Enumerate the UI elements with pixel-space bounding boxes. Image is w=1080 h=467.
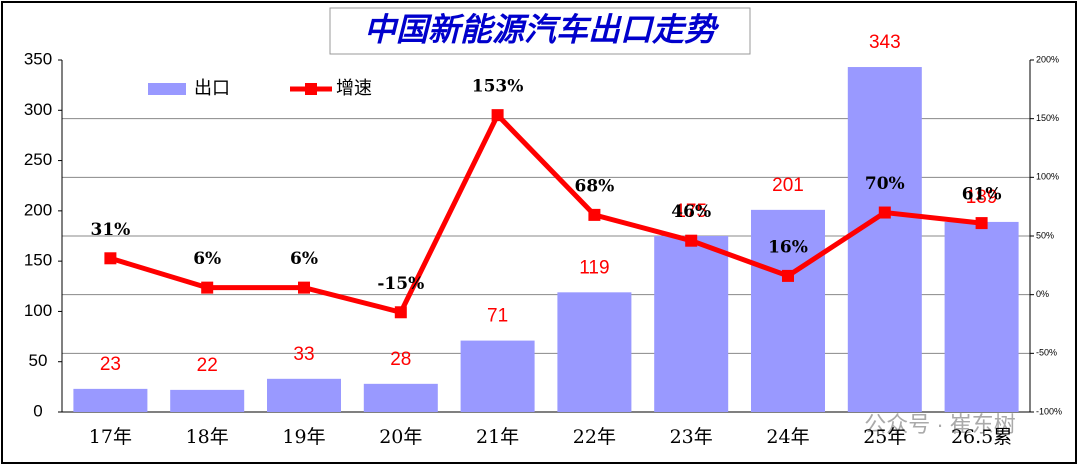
line-label: 61% (962, 185, 1002, 205)
legend-swatch (148, 83, 186, 95)
line-label: 70% (865, 174, 905, 194)
y-tick-label: 100 (24, 301, 52, 320)
line-marker (298, 281, 310, 294)
bar (363, 383, 438, 412)
x-tick-label: 24年 (766, 426, 809, 448)
bar-label: 28 (390, 349, 411, 370)
line-marker (201, 281, 214, 294)
bar (267, 378, 341, 412)
bar (460, 340, 535, 412)
y-tick-label: 350 (24, 49, 52, 68)
bar-label: 33 (293, 344, 314, 365)
watermark: 公众号 · 崔东树 (864, 412, 1016, 437)
line-marker (782, 269, 794, 282)
line-marker (685, 234, 698, 247)
bar-label: 119 (579, 257, 609, 278)
x-tick-label: 23年 (670, 426, 713, 448)
y-tick-label: 150 (24, 251, 52, 270)
legend-marker (305, 83, 317, 95)
legend-label: 出口 (194, 78, 230, 98)
bar (654, 236, 729, 412)
bar-label: 343 (869, 32, 901, 53)
y2-tick-label: -50% (1036, 348, 1057, 358)
line-label: 6% (290, 249, 318, 269)
y-tick-label: 250 (24, 150, 52, 169)
line-label: 31% (90, 220, 130, 240)
line-marker (491, 109, 504, 122)
y-tick-label: 200 (24, 200, 52, 219)
line-marker (588, 208, 601, 221)
y2-tick-label: -100% (1036, 406, 1062, 416)
bar-label: 175 (675, 201, 707, 222)
y2-tick-label: 150% (1036, 113, 1059, 123)
line-label: 153% (472, 77, 524, 97)
line-label: -15% (377, 274, 424, 294)
line-marker (104, 252, 117, 265)
x-tick-label: 20年 (379, 426, 422, 448)
bar-label: 71 (487, 306, 508, 327)
y-tick-label: 0 (33, 401, 42, 420)
line-marker (878, 206, 891, 219)
bar-label: 201 (772, 175, 804, 196)
bar (751, 209, 825, 412)
x-tick-label: 25年 (863, 426, 906, 448)
x-tick-label: 18年 (186, 426, 229, 448)
line-label: 16% (768, 237, 808, 257)
x-tick-label: 19年 (282, 426, 325, 448)
line-label: 46% (671, 202, 711, 222)
bar (557, 292, 632, 412)
bar (73, 388, 148, 412)
bar-label: 22 (197, 355, 218, 376)
y2-tick-label: 100% (1036, 172, 1059, 182)
bar (944, 221, 1019, 412)
x-tick-label: 22年 (573, 426, 616, 448)
x-tick-label: 21年 (476, 426, 519, 448)
line-label: 6% (193, 249, 221, 269)
bar-label: 23 (100, 354, 121, 375)
line (109, 110, 982, 316)
y-tick-label: 50 (29, 351, 48, 370)
bar-label: 189 (966, 187, 998, 208)
line-marker (394, 306, 407, 319)
x-tick-label: 17年 (89, 426, 132, 448)
y2-tick-label: 0% (1036, 289, 1049, 299)
chart-title: 中国新能源汽车出口走势 (364, 11, 720, 49)
y2-tick-label: 200% (1036, 54, 1059, 64)
bar (847, 67, 922, 412)
y-tick-label: 300 (24, 100, 52, 119)
line-label: 68% (574, 176, 614, 196)
title-box (329, 7, 751, 55)
bar (170, 389, 245, 412)
x-tick-label: 26.5累 (951, 426, 1012, 448)
legend-label: 增速 (336, 78, 372, 98)
y2-tick-label: 50% (1036, 230, 1054, 240)
line-marker (975, 217, 988, 230)
